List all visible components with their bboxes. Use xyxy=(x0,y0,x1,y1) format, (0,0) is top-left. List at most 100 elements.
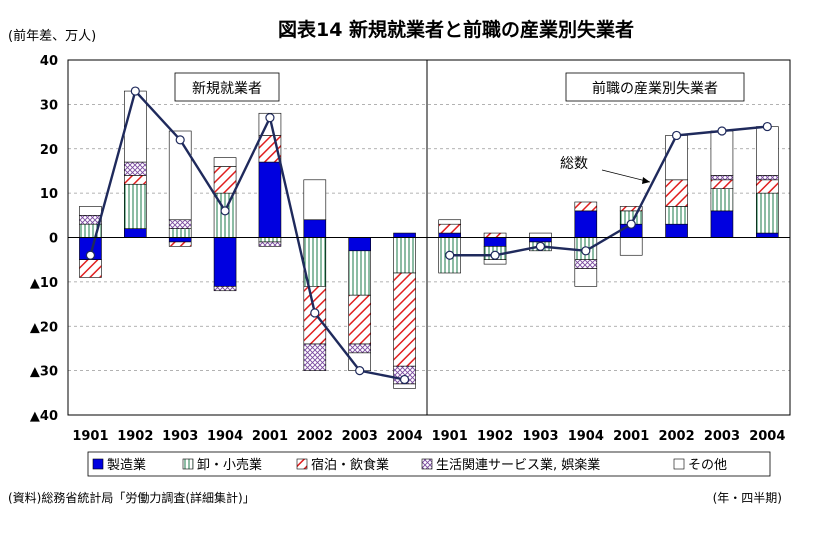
bar-segment xyxy=(303,343,327,371)
x-tick-label: 2001 xyxy=(613,429,649,444)
total-point xyxy=(671,130,682,141)
y-tick-label: 40 xyxy=(40,54,58,69)
total-point xyxy=(717,126,727,136)
bar-segment xyxy=(213,237,237,287)
legend-label: 生活関連サービス業, 娯楽業 xyxy=(436,457,600,473)
y-tick-label: ▲40 xyxy=(30,409,58,424)
source-note: (資料)総務省統計局「労働力調査(詳細集計)」 xyxy=(8,490,255,505)
total-point xyxy=(130,86,140,96)
y-tick-label: 30 xyxy=(40,98,58,113)
bar-segment xyxy=(124,90,147,163)
bar-segment xyxy=(756,179,779,194)
legend: 製造業 卸・小売業 宿泊・飲食業 生活関連サービス業, 娯楽業 その他 xyxy=(87,451,771,477)
annotation-arrow xyxy=(601,169,651,183)
bar-segment xyxy=(665,206,688,225)
bar-segment xyxy=(348,250,371,296)
panel-label: 前職の産業別失業者 xyxy=(592,80,718,97)
bar-segment xyxy=(258,241,282,247)
bar-segment xyxy=(213,166,237,194)
bar-segment xyxy=(258,161,282,238)
legend-label: 製造業 xyxy=(107,457,146,473)
bar-segment xyxy=(258,237,282,243)
bar-segment xyxy=(168,219,192,229)
bar-segment xyxy=(79,206,102,216)
x-tick-label: 1904 xyxy=(568,429,604,444)
bar-segment xyxy=(124,161,147,176)
x-tick-label: 1901 xyxy=(72,429,108,444)
bar-segment xyxy=(574,268,598,287)
bar-segment xyxy=(393,272,416,367)
bar-segment xyxy=(168,130,192,221)
legend-swatch xyxy=(673,458,685,470)
bar-segment xyxy=(574,259,598,269)
bar-segment xyxy=(665,135,688,181)
bar-segment xyxy=(619,237,643,256)
x-tick-label: 1902 xyxy=(477,429,513,444)
x-tick-label: 1903 xyxy=(522,429,558,444)
bar-segment xyxy=(393,237,416,274)
bar-segment xyxy=(756,192,779,234)
x-tick-label: 2002 xyxy=(297,429,333,444)
x-tick-label: 1903 xyxy=(162,429,198,444)
bar-segment xyxy=(124,228,147,238)
x-tick-label: 2001 xyxy=(252,429,288,444)
bar-segment xyxy=(168,237,192,243)
total-point xyxy=(762,121,772,132)
legend-label: その他 xyxy=(688,458,727,473)
bar-segment xyxy=(438,219,461,225)
bar-segment xyxy=(168,228,192,238)
x-tick-label: 2002 xyxy=(658,429,694,444)
bar-segment xyxy=(348,343,371,354)
bar-segment xyxy=(303,219,327,238)
bar-segment xyxy=(124,175,147,185)
y-tick-label: ▲10 xyxy=(30,276,58,291)
bar-segment xyxy=(348,294,371,345)
total-point xyxy=(220,206,230,216)
y-tick-label: ▲30 xyxy=(30,365,58,380)
legend-label: 卸・小売業 xyxy=(197,457,262,473)
bar-segment xyxy=(393,383,416,389)
bar-segment xyxy=(756,175,779,181)
bar-segment xyxy=(619,206,643,212)
x-tick-label: 1902 xyxy=(117,429,153,444)
bar-segment xyxy=(710,130,734,176)
bar-segment xyxy=(438,232,461,238)
total-line xyxy=(89,88,405,381)
total-point xyxy=(535,241,546,251)
total-point xyxy=(175,135,185,145)
x-tick-label: 2003 xyxy=(342,429,378,444)
bar-segment xyxy=(303,179,327,221)
panel-label-box xyxy=(174,72,280,102)
bar-segment xyxy=(79,259,102,278)
period-unit-note: (年・四半期) xyxy=(713,491,782,505)
bar-segment xyxy=(348,237,371,252)
total-annotation: 総数 xyxy=(560,156,588,172)
total-point xyxy=(399,374,410,385)
x-tick-label: 1901 xyxy=(432,429,468,444)
bar-segment xyxy=(756,126,779,176)
y-tick-label: ▲20 xyxy=(30,320,58,335)
y-tick-label: 20 xyxy=(40,143,58,158)
annotation-arrowhead xyxy=(642,177,650,184)
legend-swatch xyxy=(296,458,308,470)
x-tick-label: 1904 xyxy=(207,429,243,444)
bar-segment xyxy=(483,232,507,238)
bar-segment xyxy=(124,183,147,229)
legend-swatch xyxy=(421,458,433,470)
panel-label-box xyxy=(565,72,745,102)
bar-segment xyxy=(710,188,734,212)
y-tick-label: 0 xyxy=(49,232,58,247)
bar-segment xyxy=(213,157,237,167)
x-tick-label: 2003 xyxy=(704,429,740,444)
bar-segment xyxy=(710,179,734,189)
total-point xyxy=(310,308,320,318)
bar-segment xyxy=(756,232,779,238)
total-point xyxy=(490,250,500,260)
bar-segment xyxy=(483,237,507,247)
legend-label: 宿泊・飲食業 xyxy=(311,457,389,473)
total-point xyxy=(265,113,275,123)
bar-segment xyxy=(393,232,416,238)
bar-segment xyxy=(665,179,688,207)
total-point xyxy=(445,250,455,260)
panel-label: 新規就業者 xyxy=(192,81,262,97)
